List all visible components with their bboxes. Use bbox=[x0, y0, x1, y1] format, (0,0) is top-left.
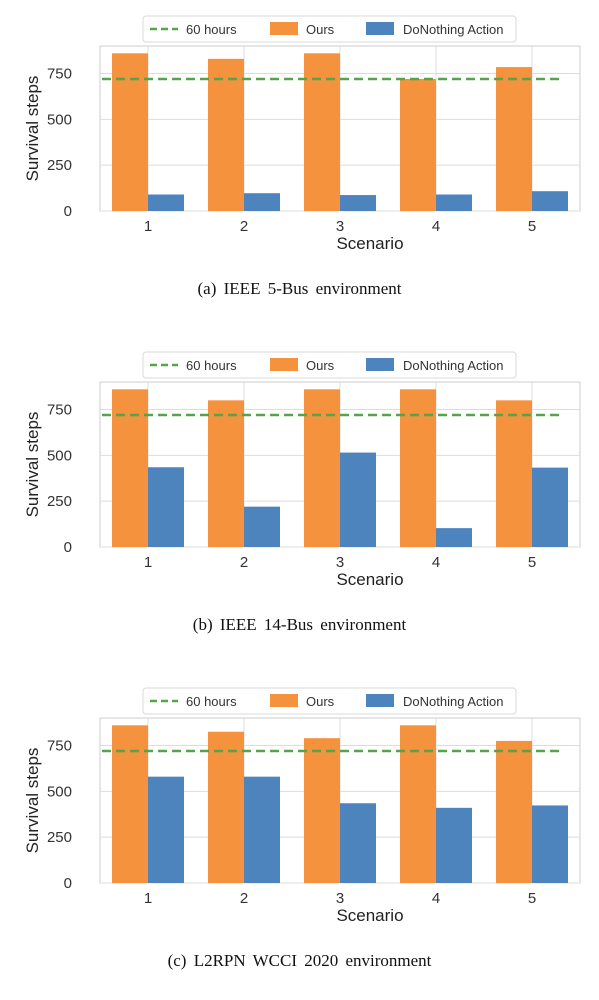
y-tick-label: 500 bbox=[47, 783, 72, 800]
legend-label-ours: Ours bbox=[306, 22, 335, 37]
bar-ours bbox=[112, 389, 148, 547]
bar-donothing bbox=[340, 195, 376, 211]
bar-ours bbox=[208, 731, 244, 883]
legend-label-60-hours: 60 hours bbox=[186, 694, 237, 709]
y-axis-label: Survival steps bbox=[23, 76, 42, 182]
legend-label-donothing: DoNothing Action bbox=[403, 22, 503, 37]
chart-b: 0 250 500 750 1 2 3 4 5 Scenario Survival steps 60 … bbox=[23, 351, 581, 589]
bar-ours bbox=[208, 58, 244, 212]
legend-label-ours: Ours bbox=[306, 694, 335, 709]
legend-swatch-ours bbox=[270, 694, 298, 707]
y-axis-label: Survival steps bbox=[23, 748, 42, 854]
bar-ours bbox=[304, 53, 340, 212]
bar-ours bbox=[304, 389, 340, 547]
x-tick-label: 2 bbox=[240, 554, 248, 571]
legend-label-donothing: DoNothing Action bbox=[403, 358, 503, 373]
y-tick-label: 250 bbox=[47, 157, 72, 174]
x-tick-label: 4 bbox=[432, 890, 440, 907]
bar-ours bbox=[400, 79, 436, 211]
bar-ours bbox=[400, 725, 436, 883]
x-tick-label: 4 bbox=[432, 218, 440, 235]
x-axis-label: Scenario bbox=[336, 906, 403, 925]
bar-donothing bbox=[244, 506, 280, 547]
legend-swatch-donothing bbox=[366, 358, 394, 371]
chart-panel-b: 0 250 500 750 1 2 3 4 5 Scenario Survival steps 60 … bbox=[0, 336, 599, 664]
chart-a: 0 250 500 750 1 2 3 4 5 Scenario Survival steps 60 … bbox=[23, 15, 581, 253]
bar-ours bbox=[304, 738, 340, 883]
chart-panel-a: 0 250 500 750 1 2 3 4 5 Scenario Survival steps 60 … bbox=[0, 0, 599, 328]
y-tick-label: 500 bbox=[47, 447, 72, 464]
chart-c: 0 250 500 750 1 2 3 4 5 Scenario Survival steps 60 … bbox=[23, 687, 581, 925]
x-tick-label: 2 bbox=[240, 890, 248, 907]
bar-donothing bbox=[148, 194, 184, 211]
x-tick-label: 3 bbox=[336, 218, 344, 235]
caption-b: (b) IEEE 14-Bus environment bbox=[192, 615, 407, 634]
x-tick-label: 5 bbox=[528, 890, 536, 907]
legend-label-60-hours: 60 hours bbox=[186, 22, 237, 37]
legend-box bbox=[142, 15, 517, 43]
y-tick-label: 0 bbox=[64, 203, 72, 220]
x-tick-label: 5 bbox=[528, 218, 536, 235]
chart-panel-c: 0 250 500 750 1 2 3 4 5 Scenario Survival steps 60 … bbox=[0, 672, 599, 1000]
bar-donothing bbox=[244, 776, 280, 883]
legend-box bbox=[142, 687, 517, 715]
x-tick-label: 5 bbox=[528, 554, 536, 571]
bar-donothing bbox=[340, 803, 376, 883]
x-tick-label: 4 bbox=[432, 554, 440, 571]
y-axis-label: Survival steps bbox=[23, 412, 42, 518]
y-tick-label: 500 bbox=[47, 111, 72, 128]
x-tick-label: 1 bbox=[144, 218, 152, 235]
x-tick-label: 2 bbox=[240, 218, 248, 235]
bar-ours bbox=[496, 67, 532, 211]
y-tick-label: 750 bbox=[47, 402, 72, 419]
x-tick-label: 1 bbox=[144, 554, 152, 571]
legend-swatch-ours bbox=[270, 22, 298, 35]
legend-swatch-ours bbox=[270, 358, 298, 371]
bar-donothing bbox=[532, 805, 568, 883]
x-axis-label: Scenario bbox=[336, 234, 403, 253]
caption-c: (c) L2RPN WCCI 2020 environment bbox=[167, 951, 432, 970]
bar-donothing bbox=[532, 467, 568, 547]
y-tick-label: 0 bbox=[64, 539, 72, 556]
y-tick-label: 750 bbox=[47, 66, 72, 83]
y-tick-label: 250 bbox=[47, 493, 72, 510]
bar-donothing bbox=[436, 807, 472, 883]
legend-label-ours: Ours bbox=[306, 358, 335, 373]
legend-swatch-donothing bbox=[366, 694, 394, 707]
y-tick-label: 250 bbox=[47, 829, 72, 846]
bar-donothing bbox=[436, 194, 472, 211]
y-tick-label: 750 bbox=[47, 738, 72, 755]
bar-donothing bbox=[148, 776, 184, 883]
x-tick-label: 3 bbox=[336, 554, 344, 571]
x-tick-label: 3 bbox=[336, 890, 344, 907]
caption-a: (a) IEEE 5-Bus environment bbox=[197, 279, 402, 298]
bar-ours bbox=[400, 389, 436, 547]
bar-donothing bbox=[340, 452, 376, 547]
bar-ours bbox=[208, 400, 244, 547]
legend-box bbox=[142, 351, 517, 379]
legend-swatch-donothing bbox=[366, 22, 394, 35]
bar-ours bbox=[112, 725, 148, 883]
bar-ours bbox=[112, 53, 148, 212]
bar-donothing bbox=[244, 193, 280, 211]
bar-donothing bbox=[148, 467, 184, 547]
legend-label-donothing: DoNothing Action bbox=[403, 694, 503, 709]
bar-ours bbox=[496, 400, 532, 547]
y-tick-label: 0 bbox=[64, 875, 72, 892]
bar-ours bbox=[496, 740, 532, 883]
bar-donothing bbox=[436, 528, 472, 547]
legend-label-60-hours: 60 hours bbox=[186, 358, 237, 373]
x-tick-label: 1 bbox=[144, 890, 152, 907]
bar-donothing bbox=[532, 191, 568, 211]
x-axis-label: Scenario bbox=[336, 570, 403, 589]
